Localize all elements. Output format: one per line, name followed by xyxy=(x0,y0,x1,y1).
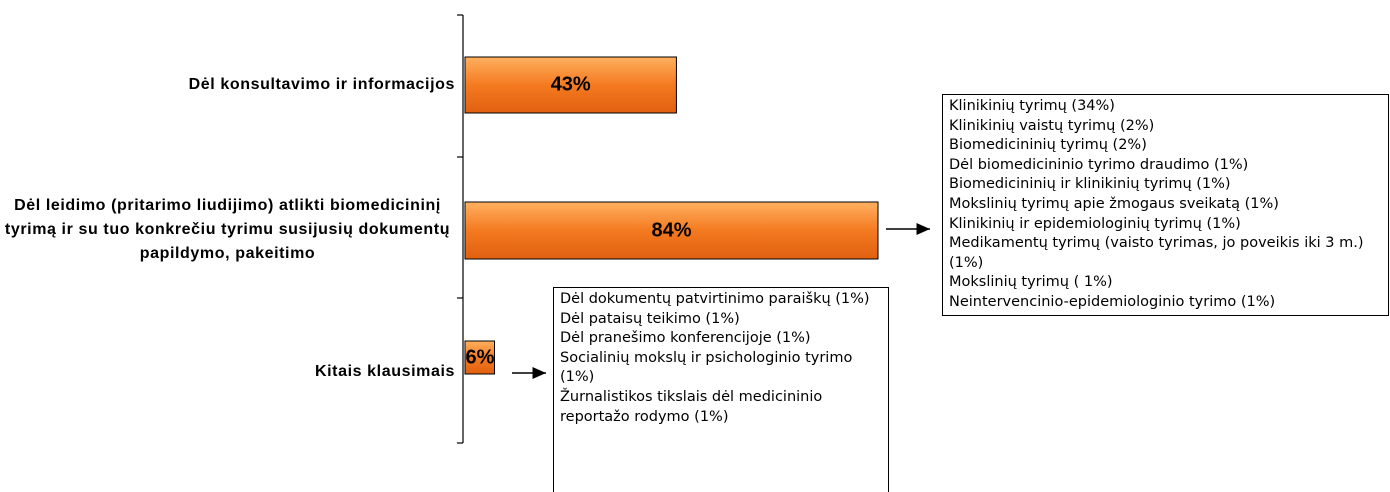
annotation-item: Mokslinių tyrimų apie žmogaus sveikatą (… xyxy=(949,195,1279,212)
annotation-item: Mokslinių tyrimų ( 1%) xyxy=(949,274,1113,291)
value-label: 43% xyxy=(550,73,591,96)
annotation-box: Klinikinių tyrimų (34%) Klinikinių vaistų… xyxy=(942,94,1389,316)
annotation-item: Dėl dokumentų patvirtinimo paraiškų (1%) xyxy=(560,291,870,307)
bar xyxy=(464,56,677,114)
annotation-item: Klinikinių tyrimų (34%) xyxy=(949,98,1115,114)
annotation-item: Dėl pranešimo konferencijoje (1%) xyxy=(560,330,811,347)
annotation-item: Biomedicininių ir klinikinių tyrimų (1%) xyxy=(949,176,1231,193)
annotation-item: Dėl pataisų teikimo (1%) xyxy=(560,310,740,327)
value-label: 6% xyxy=(465,346,495,368)
annotation-item: Klinikinių vaistų tyrimų (2%) xyxy=(949,117,1155,134)
annotation-item: Neintervencinio-epidemiologinio tyrimo (… xyxy=(949,293,1276,310)
value-label: 84% xyxy=(651,219,692,241)
category-label: Dėl leidimo (pritarimo liudijimo) atlikt… xyxy=(4,197,451,262)
category-label: Dėl konsultavimo ir informacijos xyxy=(188,76,455,93)
annotation-item: Dėl biomedicininio tyrimo draudimo (1%) xyxy=(949,156,1249,173)
annotation-box: Dėl dokumentų patvirtinimo paraiškų (1%)… xyxy=(553,287,889,492)
annotation-item: Socialinių mokslų ir psichologinio tyrim… xyxy=(560,349,853,386)
category-label: Kitais klausimais xyxy=(314,363,455,380)
annotation-item: Biomedicininių tyrimų (2%) xyxy=(949,137,1147,154)
annotation-item: Medikamentų tyrimų (vaisto tyrimas, jo p… xyxy=(949,235,1364,271)
annotation-item: Klinikinių ir epidemiologinių tyrimų (1%… xyxy=(949,215,1241,232)
bar xyxy=(464,340,495,375)
category-axis xyxy=(457,14,464,444)
bar xyxy=(464,201,879,260)
annotation-item: Žurnalistikos tikslais dėl medicininio r… xyxy=(560,388,823,425)
